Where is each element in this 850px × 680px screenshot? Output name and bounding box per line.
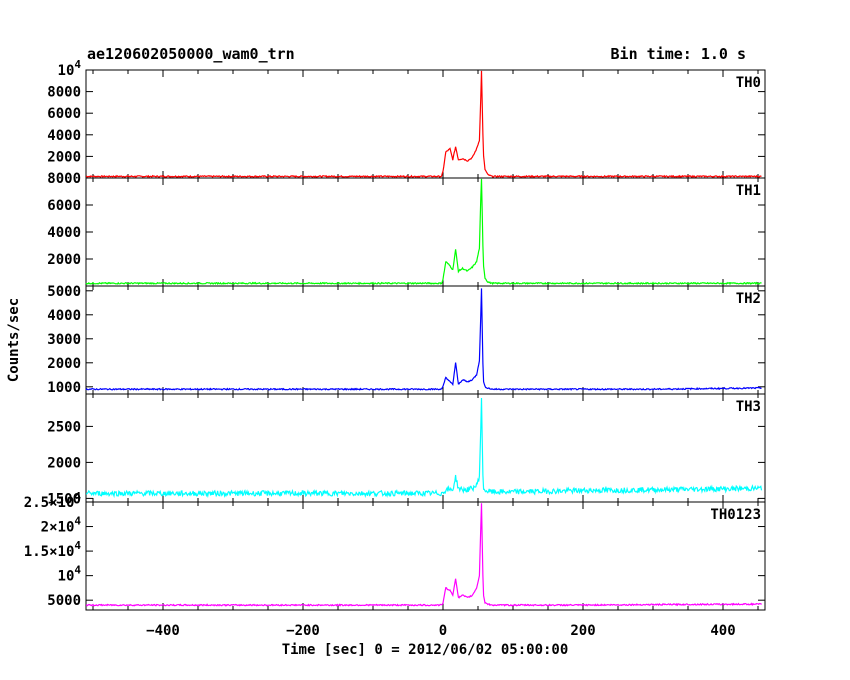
panel-label-th2: TH2 bbox=[736, 291, 761, 307]
panel-frame-th0123 bbox=[85, 501, 766, 611]
y-tick-label-th0: 104 bbox=[58, 58, 82, 79]
x-tick-label: 0 bbox=[439, 623, 447, 639]
y-tick-label-th1: 8000 bbox=[47, 171, 81, 187]
x-tick-label: −400 bbox=[146, 623, 180, 639]
y-tick-label-th0123: 104 bbox=[58, 564, 82, 585]
panel-frame-th0 bbox=[85, 69, 766, 179]
y-tick-label-th2: 2000 bbox=[47, 356, 81, 372]
y-tick-label-th0: 4000 bbox=[47, 128, 81, 144]
y-tick-label-th0123: 2.5×104 bbox=[24, 490, 82, 511]
y-tick-label-th0123: 5000 bbox=[47, 593, 81, 609]
panels-group: 2000400060008000104TH02000400060008000TH… bbox=[24, 58, 766, 639]
panel-label-th1: TH1 bbox=[736, 183, 761, 199]
y-tick-label-th0123: 2×104 bbox=[41, 515, 82, 536]
bin-time-label: Bin time: 1.0 s bbox=[611, 45, 746, 63]
x-tick-label: 200 bbox=[570, 623, 595, 639]
y-tick-label-th0: 2000 bbox=[47, 149, 81, 165]
x-tick-label: 400 bbox=[710, 623, 735, 639]
series-line-th1 bbox=[85, 178, 762, 286]
series-line-th2 bbox=[85, 288, 762, 391]
panel-frame-th3 bbox=[85, 393, 766, 503]
x-tick-label: −200 bbox=[286, 623, 320, 639]
y-tick-label-th1: 6000 bbox=[47, 198, 81, 214]
y-tick-label-th2: 1000 bbox=[47, 380, 81, 396]
panel-frame-th1 bbox=[85, 177, 766, 287]
series-line-th0123 bbox=[85, 503, 762, 607]
y-tick-label-th0123: 1.5×104 bbox=[24, 539, 82, 560]
y-tick-label-th3: 2000 bbox=[47, 455, 81, 471]
series-line-th3 bbox=[85, 397, 763, 499]
y-tick-label-th0: 8000 bbox=[47, 85, 81, 101]
panel-frame-th2 bbox=[85, 285, 766, 395]
panel-label-th3: TH3 bbox=[736, 399, 761, 415]
y-tick-label-th0: 6000 bbox=[47, 106, 81, 122]
plot-title: ae120602050000_wam0_trn bbox=[87, 45, 295, 63]
y-tick-label-th2: 4000 bbox=[47, 308, 81, 324]
panel-label-th0: TH0 bbox=[736, 75, 761, 91]
y-tick-label-th3: 1500 bbox=[47, 491, 81, 507]
y-tick-label-th2: 5000 bbox=[47, 284, 81, 300]
series-line-th0 bbox=[85, 70, 762, 179]
y-tick-label-th1: 2000 bbox=[47, 252, 81, 268]
y-tick-label-th1: 4000 bbox=[47, 225, 81, 241]
x-axis-label: Time [sec] 0 = 2012/06/02 05:00:00 bbox=[282, 642, 569, 658]
y-axis-label: Counts/sec bbox=[6, 298, 22, 382]
y-tick-label-th3: 2500 bbox=[47, 419, 81, 435]
panel-label-th0123: TH0123 bbox=[710, 507, 761, 523]
y-tick-label-th2: 3000 bbox=[47, 332, 81, 348]
